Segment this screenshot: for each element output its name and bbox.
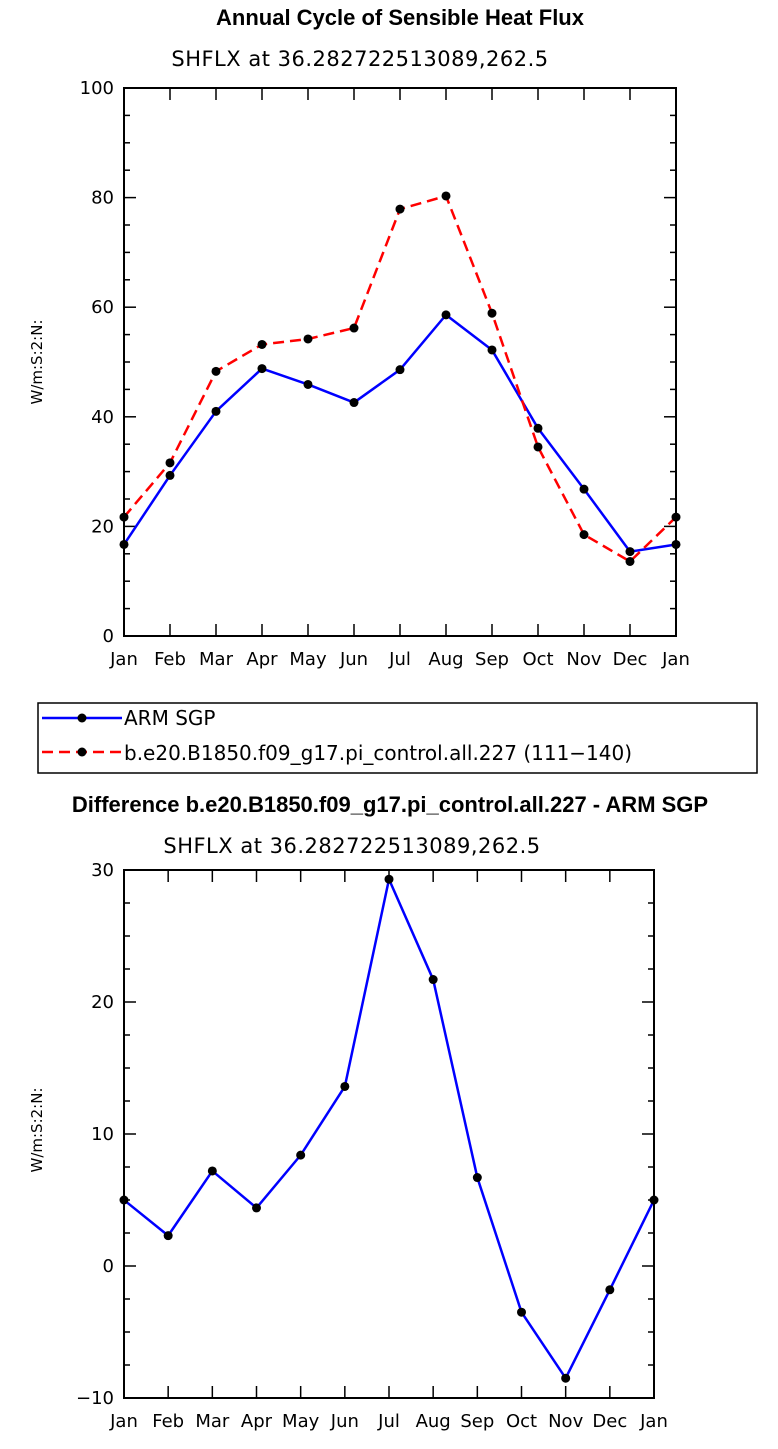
bottom-x-tick-label: Jul [377,1411,400,1432]
bottom-series-line-0 [123,877,656,1380]
legend-label-model: b.e20.B1850.f09_g17.pi_control.all.227 (… [124,741,632,765]
top-plot-frame [123,87,677,637]
bottom-series-0-point [207,1166,217,1176]
bottom-series-0-point [252,1203,261,1213]
bottom-y-tick-label: −10 [76,1388,114,1409]
bottom-y-tick-label: 30 [91,860,114,881]
top-x-tick-label: Sep [475,649,509,670]
top-series-0-point [303,379,313,389]
top-series-line-0 [122,313,677,553]
top-series-1-point [257,339,267,349]
top-series-0-point [487,345,497,355]
top-x-tick-label: Jan [109,649,138,670]
top-series-line-1 [123,194,677,563]
top-y-tick-label: 40 [91,407,114,428]
bottom-y-tick-label: 20 [91,992,114,1013]
bottom-plot-frame [123,869,655,1399]
top-series-1-point [533,442,543,452]
top-chart-subtitle: SHFLX at 36.282722513089,262.5 [171,47,548,71]
top-y-tick-label: 20 [91,516,114,537]
top-series-1-point [487,308,497,318]
top-series-1-point [579,530,589,540]
legend-marker-arm-sgp [77,713,87,723]
bottom-series-0-point [340,1081,350,1091]
bottom-x-tick-label: Aug [416,1411,451,1432]
top-y-tick-label: 100 [80,78,114,99]
bottom-y-tick-label: 10 [91,1124,114,1145]
top-x-tick-label: Nov [566,649,601,670]
bottom-x-tick-label: Mar [195,1411,230,1432]
bottom-plot-area: −10 0 10 20 30 Jan Feb Mar Apr May Jun Jul Aug Sep Oct… [76,860,668,1432]
top-chart-title: Annual Cycle of Sensible Heat Flux [216,5,585,30]
top-x-tick-label: Dec [613,649,648,670]
top-y-tick-label: 80 [91,188,114,209]
top-x-tick-label: Feb [154,649,186,670]
bottom-series-0-point [561,1373,571,1383]
top-chart-y-axis-label: W/m:S:2:N: [28,320,46,405]
bottom-series-0-point [119,1195,129,1205]
top-x-tick-label: Aug [428,649,463,670]
bottom-x-tick-label: Dec [592,1411,627,1432]
legend-box [37,702,758,774]
top-series-0-point [671,539,681,549]
top-series-1-point [625,556,635,566]
bottom-series-0-point [428,975,438,985]
top-y-tick-label: 0 [103,626,114,647]
top-series-0-point [257,364,267,374]
bottom-x-tick-label: Jan [109,1411,138,1432]
bottom-series-0-point [384,874,394,884]
top-x-tick-label: Oct [522,649,553,670]
top-series-1-point [671,512,681,522]
top-x-tick-label: Jan [661,649,690,670]
bottom-x-tick-label: Jun [330,1411,359,1432]
top-series-1-point [211,366,221,376]
top-series-0-point [119,539,129,549]
top-series-0-point [625,547,635,557]
top-series-1-point [165,458,175,468]
top-series-0-point [395,365,405,375]
legend: ARM SGP b.e20.B1850.f09_g17.pi_control.a… [37,702,758,774]
top-series-0-point [165,470,175,480]
bottom-x-tick-label: Feb [152,1411,184,1432]
bottom-series-0-point [163,1231,173,1241]
bottom-series-0-point [605,1285,615,1295]
top-series-0-point [533,423,543,433]
bottom-x-tick-label: Jan [639,1411,668,1432]
bottom-chart-y-axis-label: W/m:S:2:N: [28,1088,46,1173]
top-x-tick-label: Apr [246,649,278,670]
bottom-x-tick-label: Nov [548,1411,583,1432]
bottom-x-tick-label: Apr [241,1411,273,1432]
top-series-0-point [211,406,221,416]
top-series-1-point [119,512,129,522]
top-series-1-point [349,323,359,333]
bottom-x-tick-label: Oct [506,1411,537,1432]
bottom-chart-subtitle: SHFLX at 36.282722513089,262.5 [163,834,540,858]
top-plot-area: 0 20 40 60 80 100 Jan Feb Mar Apr May Jun Jul Aug Sep O… [80,78,690,670]
bottom-x-tick-label: Sep [460,1411,494,1432]
bottom-series-0-point [517,1307,526,1317]
bottom-x-tick-label: May [282,1411,320,1432]
top-series-1-point [303,334,313,344]
top-series-0-point [579,484,589,494]
legend-marker-model [77,747,87,757]
bottom-series-0-point [472,1173,482,1183]
bottom-series-0-point [649,1195,659,1205]
top-x-tick-label: Jun [339,649,368,670]
bottom-y-tick-label: 0 [103,1256,114,1277]
top-series-0-point [441,310,451,320]
top-x-tick-label: May [289,649,327,670]
bottom-chart-title: Difference b.e20.B1850.f09_g17.pi_contro… [72,792,708,817]
top-series-0-point [349,398,359,408]
top-x-tick-label: Mar [199,649,234,670]
bottom-series-0-point [296,1150,306,1160]
top-series-1-point [441,191,451,201]
top-x-tick-label: Jul [388,649,411,670]
legend-label-arm-sgp: ARM SGP [124,706,215,730]
top-series-1-point [395,204,405,214]
top-y-tick-label: 60 [91,297,114,318]
